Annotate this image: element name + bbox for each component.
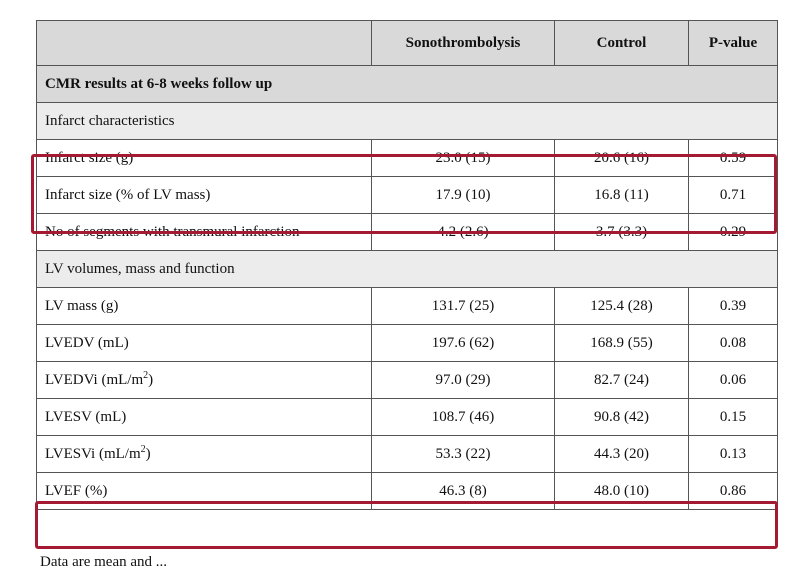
sono-value: 108.7 (46)	[371, 398, 555, 436]
row-label-end: )	[148, 371, 154, 388]
sono-value: 97.0 (29)	[371, 361, 555, 399]
header-p-value: P-value	[688, 20, 778, 66]
table-row: LVEF (%) 46.3 (8) 48.0 (10) 0.86	[36, 472, 778, 510]
table-row: Infarct size (g) 23.0 (15) 20.6 (16) 0.5…	[36, 139, 778, 177]
group-title-infarct: Infarct characteristics	[36, 102, 778, 140]
control-value: 125.4 (28)	[554, 287, 689, 325]
group-title-lv: LV volumes, mass and function	[36, 250, 778, 288]
p-value: 0.29	[688, 213, 778, 251]
control-value: 20.6 (16)	[554, 139, 689, 177]
p-value: 0.86	[688, 472, 778, 510]
row-label: LVESVi (mL/m2)	[36, 435, 372, 473]
row-label-sup: 2	[140, 443, 146, 455]
control-value: 3.7 (3.3)	[554, 213, 689, 251]
control-value: 168.9 (55)	[554, 324, 689, 362]
table-row: Infarct size (% of LV mass) 17.9 (10) 16…	[36, 176, 778, 214]
header-sonothrombolysis: Sonothrombolysis	[371, 20, 555, 66]
table-footnote: Data are mean and ...	[40, 554, 168, 570]
group-row-infarct: Infarct characteristics	[36, 102, 778, 140]
row-label-sup: 2	[143, 369, 149, 381]
row-label-main: LVESVi (mL/m	[45, 445, 141, 462]
control-value: 82.7 (24)	[554, 361, 689, 399]
table-row: LVESV (mL) 108.7 (46) 90.8 (42) 0.15	[36, 398, 778, 436]
p-value: 0.15	[688, 398, 778, 436]
group-row-lv: LV volumes, mass and function	[36, 250, 778, 288]
row-label: LVEDVi (mL/m2)	[36, 361, 372, 399]
table-row: LVEDV (mL) 197.6 (62) 168.9 (55) 0.08	[36, 324, 778, 362]
control-value: 90.8 (42)	[554, 398, 689, 436]
row-label-main: LVEDVi (mL/m	[45, 371, 144, 388]
sono-value: 46.3 (8)	[371, 472, 555, 510]
section-row: CMR results at 6-8 weeks follow up	[36, 65, 778, 103]
control-value: 44.3 (20)	[554, 435, 689, 473]
sono-value: 23.0 (15)	[371, 139, 555, 177]
table-row: LVEDVi (mL/m2) 97.0 (29) 82.7 (24) 0.06	[36, 361, 778, 399]
row-label: Infarct size (g)	[36, 139, 372, 177]
row-label: LVEDV (mL)	[36, 324, 372, 362]
control-value: 16.8 (11)	[554, 176, 689, 214]
p-value: 0.06	[688, 361, 778, 399]
cmr-results-table: Sonothrombolysis Control P-value CMR res…	[36, 20, 778, 510]
row-label: LVEF (%)	[36, 472, 372, 510]
row-label-end: )	[145, 445, 151, 462]
table-row: LV mass (g) 131.7 (25) 125.4 (28) 0.39	[36, 287, 778, 325]
p-value: 0.08	[688, 324, 778, 362]
sono-value: 131.7 (25)	[371, 287, 555, 325]
sono-value: 197.6 (62)	[371, 324, 555, 362]
table-row: No of segments with transmural infarctio…	[36, 213, 778, 251]
sono-value: 53.3 (22)	[371, 435, 555, 473]
sono-value: 17.9 (10)	[371, 176, 555, 214]
table-row: LVESVi (mL/m2) 53.3 (22) 44.3 (20) 0.13	[36, 435, 778, 473]
section-title: CMR results at 6-8 weeks follow up	[36, 65, 778, 103]
p-value: 0.59	[688, 139, 778, 177]
header-row: Sonothrombolysis Control P-value	[36, 20, 778, 66]
p-value: 0.71	[688, 176, 778, 214]
sono-value: 4.2 (2.6)	[371, 213, 555, 251]
row-label: No of segments with transmural infarctio…	[36, 213, 372, 251]
header-control: Control	[554, 20, 689, 66]
control-value: 48.0 (10)	[554, 472, 689, 510]
row-label: LVESV (mL)	[36, 398, 372, 436]
row-label: LV mass (g)	[36, 287, 372, 325]
header-blank	[36, 20, 372, 66]
row-label: Infarct size (% of LV mass)	[36, 176, 372, 214]
p-value: 0.39	[688, 287, 778, 325]
p-value: 0.13	[688, 435, 778, 473]
